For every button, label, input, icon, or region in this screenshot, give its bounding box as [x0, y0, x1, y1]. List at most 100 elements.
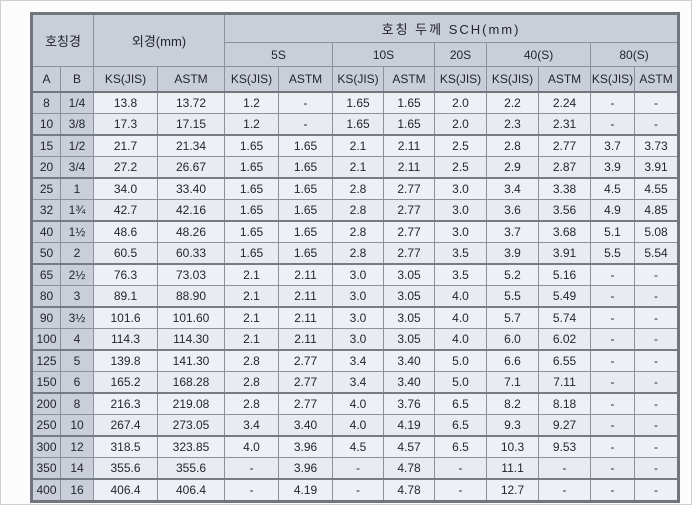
table-cell: - — [590, 371, 636, 394]
table-cell: 7.1 — [486, 371, 540, 394]
table-cell: 2.8 — [486, 134, 540, 157]
table-cell: 6.5 — [434, 435, 488, 458]
table-cell: 12 — [59, 435, 95, 458]
table-row: 100 4 114.3 114.30 2.1 2.11 3.0 3.05 4.0 6.0 6.02-… — [31, 328, 680, 351]
table-cell: 1.2 — [224, 91, 280, 114]
header-group-5s: 5S — [224, 42, 334, 67]
table-cell: - — [278, 113, 334, 136]
table-cell: - — [590, 392, 636, 415]
table-cell: 2.9 — [486, 156, 540, 179]
table-cell: 16 — [59, 478, 95, 502]
table-cell: 2.8 — [224, 349, 280, 372]
table-cell: - — [590, 435, 636, 458]
header-col-3: ASTM — [157, 66, 226, 93]
table-cell: 3.73 — [634, 134, 680, 157]
table-cell: 6.5 — [434, 392, 488, 415]
table-cell: 80 — [31, 285, 61, 308]
table-cell: 2.8 — [332, 199, 385, 222]
table-cell: 267.4 — [93, 414, 159, 437]
table-cell: 3.6 — [486, 199, 540, 222]
table-cell: - — [590, 91, 636, 114]
table-cell: 150 — [31, 371, 61, 394]
table-cell: 4.0 — [434, 285, 488, 308]
table-cell: 2½ — [59, 263, 95, 286]
table-cell: - — [538, 478, 592, 502]
table-cell: 2.0 — [434, 91, 488, 114]
table-cell: 4.0 — [434, 306, 488, 329]
table-cell: 2.8 — [332, 220, 385, 243]
table-cell: 3.40 — [383, 349, 436, 372]
table-cell: 34.0 — [93, 177, 159, 200]
table-cell: - — [590, 113, 636, 136]
table-cell: 12.7 — [486, 478, 540, 502]
table-cell: - — [590, 349, 636, 372]
table-cell: 3.0 — [434, 199, 488, 222]
table-cell: - — [634, 306, 680, 329]
table-row: 200 8 216.3 219.08 2.8 2.77 4.0 3.76 6.5 8.2 8.18-… — [31, 392, 680, 415]
table-cell: 3.76 — [383, 392, 436, 415]
table-cell: 2.5 — [434, 156, 488, 179]
table-cell: 1 — [59, 177, 95, 200]
table-cell: 4.55 — [634, 177, 680, 200]
table-cell: 3.4 — [332, 349, 385, 372]
table-cell: 3.0 — [332, 328, 385, 351]
table-cell: 1.65 — [278, 242, 334, 265]
table-row: 15 1/2 21.7 21.34 1.65 1.65 2.1 2.11 2.5 2.8 2.77 3… — [31, 134, 680, 157]
table-cell: 3.4 — [224, 414, 280, 437]
table-cell: 6 — [59, 371, 95, 394]
table-cell: 3.0 — [434, 177, 488, 200]
table-cell: - — [634, 371, 680, 394]
table-cell: 2.8 — [224, 371, 280, 394]
header-col-6: KS(JIS) — [332, 66, 385, 93]
header-col-5: ASTM — [278, 66, 334, 93]
table-cell: 3.05 — [383, 328, 436, 351]
table-cell: 88.90 — [157, 285, 226, 308]
table-cell: - — [590, 478, 636, 502]
header-row-standards: A B KS(JIS) ASTM KS(JIS) ASTM KS(JIS) ASTM KS(JI… — [31, 66, 680, 93]
table-cell: 3.5 — [434, 242, 488, 265]
table-cell: 6.6 — [486, 349, 540, 372]
table-cell: - — [332, 457, 385, 480]
table-cell: 3.7 — [486, 220, 540, 243]
table-cell: 50 — [31, 242, 61, 265]
table-cell: - — [332, 478, 385, 502]
table-cell: 3.96 — [278, 457, 334, 480]
table-cell: 15 — [31, 134, 61, 157]
table-row: 350 14 355.6 355.6-3.96-4.78-11.1- - - — [31, 457, 680, 480]
table-cell: 1½ — [59, 220, 95, 243]
header-sch-title: 호칭 두께 SCH(mm) — [224, 13, 680, 43]
table-cell: 32 — [31, 199, 61, 222]
table-cell: 1/2 — [59, 134, 95, 157]
table-cell: 200 — [31, 392, 61, 415]
header-outer-diameter: 외경(mm) — [93, 13, 226, 67]
table-cell: 3.7 — [590, 134, 636, 157]
table-cell: 1.65 — [332, 113, 385, 136]
table-cell: 26.67 — [157, 156, 226, 179]
table-cell: 65 — [31, 263, 61, 286]
table-cell: 3.5 — [434, 263, 488, 286]
table-cell: 60.5 — [93, 242, 159, 265]
table-cell: - — [634, 328, 680, 351]
table-cell: 114.3 — [93, 328, 159, 351]
table-cell: 2.1 — [224, 306, 280, 329]
table-cell: 350 — [31, 457, 61, 480]
table-cell: 3.68 — [538, 220, 592, 243]
table-cell: 2.11 — [383, 134, 436, 157]
header-col-10: ASTM — [538, 66, 592, 93]
table-cell: 1.65 — [224, 177, 280, 200]
table-cell: 406.4 — [93, 478, 159, 502]
table-cell: 2.87 — [538, 156, 592, 179]
table-cell: - — [634, 414, 680, 437]
table-cell: - — [634, 435, 680, 458]
table-cell: 125 — [31, 349, 61, 372]
table-row: 10 3/8 17.3 17.15 1.2-1.65 1.65 2.0 2.3 2.31- - — [31, 113, 680, 136]
table-cell: 17.15 — [157, 113, 226, 136]
header-group-10s: 10S — [332, 42, 436, 67]
table-cell: 1.65 — [224, 220, 280, 243]
table-cell: 4 — [59, 328, 95, 351]
table-cell: 2.5 — [434, 134, 488, 157]
pipe-schedule-table: 호칭경 외경(mm) 호칭 두께 SCH(mm) 5S 10S 20S 40(S) 80… — [30, 12, 681, 503]
table-cell: 42.16 — [157, 199, 226, 222]
table-cell: 2.8 — [224, 392, 280, 415]
table-cell: 3.38 — [538, 177, 592, 200]
